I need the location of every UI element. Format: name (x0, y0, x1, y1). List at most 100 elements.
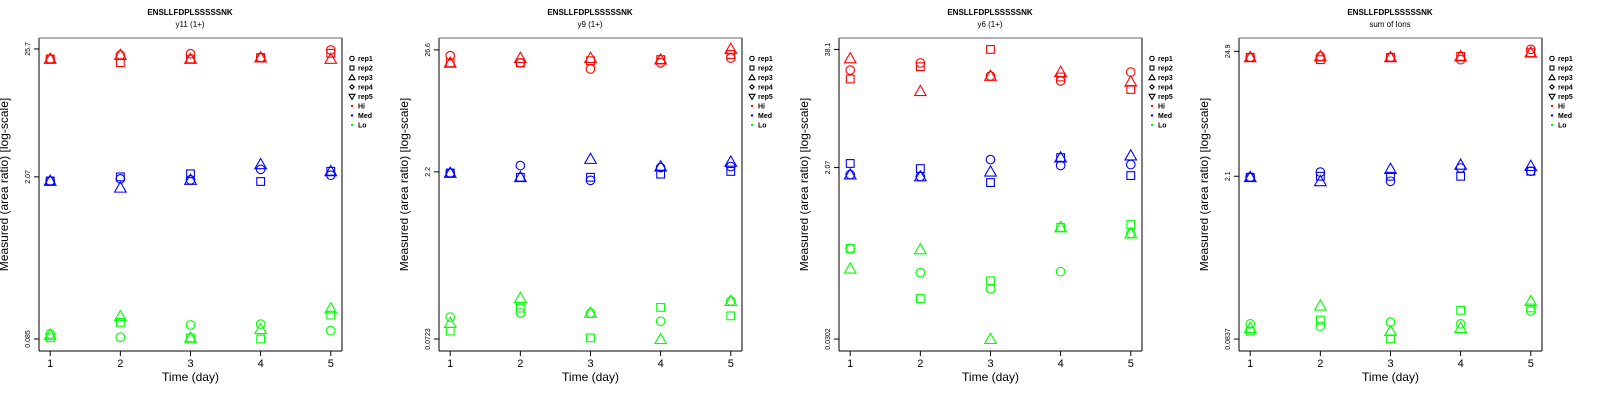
point-hi-rep3-day5 (1125, 76, 1137, 86)
point-lo-rep2-day3 (587, 334, 595, 342)
legend-rep2-label: rep2 (758, 66, 773, 73)
point-lo-rep1-day2 (916, 268, 925, 277)
point-hi-rep2-day3 (987, 46, 995, 54)
y-tick-label: 2.07 (825, 161, 832, 175)
x-axis-label: Time (day) (162, 370, 219, 384)
legend-med-label: Med (758, 113, 772, 120)
data-points (844, 46, 1136, 344)
legend-rep2-label: rep2 (1558, 66, 1573, 73)
point-lo-rep2-day2 (916, 295, 924, 303)
chart-panel-2: ENSLLFDPLSSSSSNKy9 (1+)1 2 3 4 5Time (day)26… (400, 0, 800, 400)
legend-rep3-marker-icon (1549, 75, 1555, 80)
y-tick-label: 2.1 (1225, 171, 1232, 181)
point-med-rep2-day1 (846, 160, 854, 168)
legend-rep1-marker-icon (1550, 56, 1554, 60)
point-lo-rep1-day5 (1526, 307, 1535, 316)
point-hi-rep1-day1 (846, 66, 855, 75)
point-lo-rep1-day2 (516, 309, 525, 318)
point-hi-rep3-day2 (915, 85, 927, 95)
x-tick-label: 3 (187, 358, 193, 370)
y-tick-label: 2.2 (425, 167, 432, 177)
x-tick-label: 4 (1058, 358, 1064, 370)
legend-rep3-label: rep3 (1158, 75, 1173, 82)
legend-hi-marker (751, 105, 753, 107)
x-tick-label: 3 (587, 358, 593, 370)
point-med-rep3-day3 (985, 166, 997, 176)
point-lo-rep1-day3 (986, 285, 995, 294)
legend-rep5-marker-icon (349, 94, 355, 99)
y-tick-label: 2.07 (25, 170, 32, 184)
point-lo-rep2-day4 (657, 304, 665, 312)
chart-subtitle: y6 (1+) (977, 20, 1002, 29)
x-tick-label: 1 (47, 358, 53, 370)
point-hi-rep1-day3 (586, 65, 595, 74)
point-lo-rep3-day4 (655, 333, 667, 343)
legend-rep1-label: rep1 (1158, 56, 1173, 63)
y-tick-label: 0.0723 (425, 328, 432, 350)
point-med-rep3-day3 (585, 153, 597, 163)
legend-hi-label: Hi (1158, 104, 1165, 111)
legend-lo-marker (351, 124, 353, 126)
point-lo-rep2-day1 (446, 327, 454, 335)
legend-rep3-label: rep3 (758, 75, 773, 82)
legend-rep1-marker-icon (1150, 56, 1154, 60)
legend-rep2-marker-icon (1550, 66, 1554, 70)
x-tick-label: 4 (658, 358, 664, 370)
x-tick-label: 5 (728, 358, 734, 370)
point-lo-rep3-day2 (515, 292, 527, 302)
legend-rep2-marker-icon (1150, 66, 1154, 70)
legend-rep1-label: rep1 (1558, 56, 1573, 63)
legend-hi-label: Hi (358, 104, 365, 111)
x-tick-label: 4 (1458, 358, 1464, 370)
x-tick-label: 5 (1528, 358, 1534, 370)
chart-title: ENSLLFDPLSSSSSNK (1347, 8, 1433, 17)
point-med-rep1-day2 (516, 161, 525, 170)
point-lo-rep2-day5 (727, 312, 735, 320)
y-axis-label: Measured (area ratio) [log-scale] (400, 98, 411, 271)
x-tick-label: 2 (117, 358, 123, 370)
point-lo-rep3-day1 (844, 263, 856, 273)
x-tick-label: 3 (1387, 358, 1393, 370)
point-hi-rep2-day2 (116, 59, 124, 67)
point-med-rep1-day3 (1386, 177, 1395, 186)
legend-rep3-marker-icon (349, 75, 355, 80)
point-lo-rep3-day2 (1315, 300, 1327, 310)
data-points (444, 43, 736, 343)
legend-hi-label: Hi (758, 104, 765, 111)
point-med-rep1-day5 (1126, 160, 1135, 169)
chart-panel-3: ENSLLFDPLSSSSSNK y6 (1+) 1 2 3 4 5 Time (day) 38… (800, 0, 1200, 400)
legend-rep2-label: rep2 (358, 66, 373, 73)
point-med-rep2-day4 (257, 178, 265, 186)
point-lo-rep2-day2 (516, 304, 524, 312)
point-med-rep2-day3 (987, 179, 995, 187)
point-hi-rep2-day5 (1127, 86, 1135, 94)
legend-hi-marker (1551, 105, 1553, 107)
legend-rep5-marker-icon (1549, 94, 1555, 99)
legend-rep5-marker-icon (749, 94, 755, 99)
point-med-rep1-day4 (1056, 161, 1065, 170)
point-lo-rep3-day2 (915, 244, 927, 254)
point-lo-rep1-day1 (846, 244, 855, 253)
x-tick-label: 3 (987, 358, 993, 370)
legend-rep1-marker-icon (750, 56, 754, 60)
point-lo-rep1-day4 (1056, 267, 1065, 276)
legend-rep3-marker-icon (1149, 75, 1155, 80)
x-axis-label: Time (day) (1362, 370, 1419, 384)
point-med-rep3-day5 (1125, 150, 1137, 160)
legend-rep4-label: rep4 (758, 85, 773, 92)
point-hi-rep2-day1 (846, 75, 854, 83)
legend-lo-label: Lo (1558, 123, 1567, 130)
x-tick-label: 4 (258, 358, 264, 370)
point-lo-rep2-day4 (1457, 306, 1465, 314)
legend-med-marker (1151, 114, 1153, 116)
point-lo-rep1-day2 (116, 333, 125, 342)
x-tick-label: 2 (1317, 358, 1323, 370)
y-tick-label: 24.9 (1225, 44, 1232, 58)
chart-panel-1: ENSLLFDPLSSSSSNK y11 (1+) 1 2 3 4 5 Time (day) 2… (0, 0, 400, 400)
x-tick-label: 5 (1128, 358, 1134, 370)
legend-med-marker (751, 114, 753, 116)
legend: rep1 rep2 rep3 rep4 rep5 Hi Med Lo (1149, 56, 1173, 130)
legend-rep3-label: rep3 (358, 75, 373, 82)
chart-title: ENSLLFDPLSSSSSNK (147, 8, 233, 17)
